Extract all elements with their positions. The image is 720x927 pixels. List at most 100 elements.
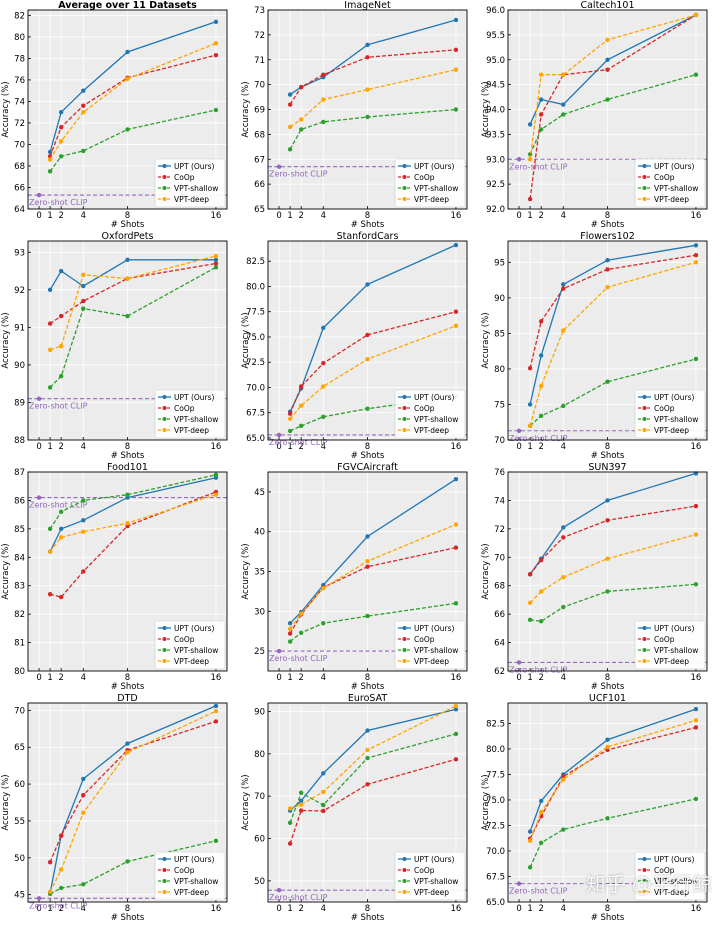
data-point bbox=[58, 833, 64, 838]
data-point bbox=[527, 402, 533, 407]
chart-panel: 70 75 80 85 90 95 0 1 2 4 8 16 Zero-shot CLIP UPT (Ou… bbox=[480, 231, 720, 462]
data-point bbox=[125, 741, 130, 746]
data-point bbox=[321, 771, 326, 776]
x-axis-label: # Shots bbox=[591, 451, 625, 461]
data-point bbox=[605, 737, 610, 742]
legend-label: VPT-shallow bbox=[654, 184, 698, 193]
data-point bbox=[365, 558, 370, 564]
zero-shot-label: Zero-shot CLIP bbox=[29, 402, 88, 411]
data-point bbox=[298, 630, 304, 635]
data-point bbox=[538, 112, 544, 117]
data-point bbox=[453, 323, 459, 329]
data-point bbox=[605, 816, 610, 821]
data-point bbox=[693, 725, 699, 730]
legend-label: VPT-shallow bbox=[654, 415, 698, 424]
x-tick-label: 16 bbox=[211, 673, 222, 683]
x-axis-label: # Shots bbox=[111, 451, 145, 461]
y-tick-label: 30 bbox=[254, 607, 265, 617]
plot-frame bbox=[267, 240, 468, 441]
legend-marker bbox=[642, 857, 647, 861]
x-tick-label: 0 bbox=[36, 673, 41, 683]
y-tick-label: 45 bbox=[14, 891, 25, 901]
zero-shot-point bbox=[516, 157, 522, 162]
x-tick-label: 2 bbox=[58, 673, 63, 683]
legend-box bbox=[154, 389, 226, 439]
x-tick-label: 16 bbox=[691, 904, 702, 914]
y-tick-label: 81 bbox=[14, 639, 25, 649]
chart-title: UCF101 bbox=[589, 693, 626, 704]
y-axis-label: Accuracy (%) bbox=[481, 774, 491, 830]
data-point bbox=[561, 777, 566, 782]
data-point bbox=[538, 413, 544, 419]
series-line bbox=[289, 325, 457, 420]
data-point bbox=[81, 88, 86, 93]
legend-label: UPT (Ours) bbox=[414, 162, 455, 171]
legend-marker bbox=[642, 164, 647, 168]
chart-panel: 64 66 68 70 72 74 76 78 80 82 0 1 2 4 8 16 Zero-shot CLI… bbox=[0, 0, 240, 231]
zero-shot-label: Zero-shot CLIP bbox=[29, 198, 88, 207]
plot-frame bbox=[507, 240, 708, 441]
legend-label: VPT-shallow bbox=[174, 877, 218, 886]
data-point bbox=[561, 102, 566, 107]
legend-label: CoOp bbox=[174, 635, 195, 644]
y-tick-label: 55 bbox=[14, 817, 25, 827]
y-axis-label: Accuracy (%) bbox=[481, 81, 491, 137]
data-point bbox=[287, 621, 293, 626]
zero-shot-label: Zero-shot CLIP bbox=[269, 170, 328, 179]
data-point bbox=[365, 114, 370, 120]
y-tick-label: 92.5 bbox=[486, 180, 505, 190]
data-point bbox=[693, 72, 699, 77]
legend-label: VPT-deep bbox=[414, 657, 449, 666]
y-tick-label: 85 bbox=[494, 329, 505, 339]
legend-marker bbox=[402, 868, 407, 872]
legend-label: UPT (Ours) bbox=[174, 624, 215, 633]
legend-box bbox=[394, 851, 466, 901]
legend-marker bbox=[402, 175, 407, 179]
data-point bbox=[538, 72, 544, 77]
y-tick-label: 87 bbox=[14, 468, 25, 478]
data-point bbox=[453, 47, 459, 52]
legend-box bbox=[394, 620, 466, 670]
data-point bbox=[561, 525, 566, 530]
legend-marker bbox=[402, 164, 407, 168]
legend-marker bbox=[402, 197, 407, 201]
data-point bbox=[527, 122, 533, 127]
y-tick-label: 93.5 bbox=[486, 130, 505, 140]
x-tick-label: 1 bbox=[527, 442, 532, 452]
legend-marker bbox=[642, 406, 647, 410]
legend-label: UPT (Ours) bbox=[654, 855, 695, 864]
legend-label: VPT-deep bbox=[174, 888, 209, 897]
x-tick-label: 8 bbox=[365, 211, 370, 221]
y-tick-label: 65.0 bbox=[246, 434, 265, 444]
data-point bbox=[365, 332, 370, 338]
series-line bbox=[529, 719, 697, 842]
plot-frame bbox=[267, 471, 468, 672]
data-point bbox=[125, 127, 130, 132]
data-point bbox=[527, 366, 533, 371]
y-axis-label: Accuracy (%) bbox=[481, 312, 491, 368]
data-point bbox=[58, 535, 64, 540]
data-point bbox=[321, 361, 326, 366]
data-point bbox=[81, 103, 86, 108]
chart-svg: 65.0 67.5 70.0 72.5 75.0 77.5 80.0 82.5 0 1 2 4 8 16 Z… bbox=[481, 693, 708, 923]
plot-frame bbox=[27, 240, 228, 441]
x-tick-label: 2 bbox=[58, 904, 63, 914]
x-axis-label: # Shots bbox=[351, 451, 385, 461]
legend-label: CoOp bbox=[654, 173, 675, 182]
data-point bbox=[605, 257, 610, 263]
data-point bbox=[125, 520, 130, 526]
data-point bbox=[213, 261, 219, 266]
y-tick-label: 67.5 bbox=[246, 409, 265, 419]
y-tick-label: 93.0 bbox=[486, 155, 505, 165]
legend-label: UPT (Ours) bbox=[414, 855, 455, 864]
data-point bbox=[213, 253, 219, 259]
data-point bbox=[213, 492, 219, 497]
chart-panel: 62 64 66 68 70 72 74 76 0 1 2 4 8 16 Zero-shot CLIP UPT… bbox=[480, 462, 720, 693]
x-axis-label: # Shots bbox=[591, 220, 625, 230]
data-point bbox=[365, 534, 370, 539]
data-point bbox=[287, 416, 293, 421]
data-point bbox=[81, 306, 86, 311]
data-point bbox=[527, 617, 533, 623]
data-point bbox=[453, 757, 459, 762]
data-point bbox=[538, 589, 544, 594]
